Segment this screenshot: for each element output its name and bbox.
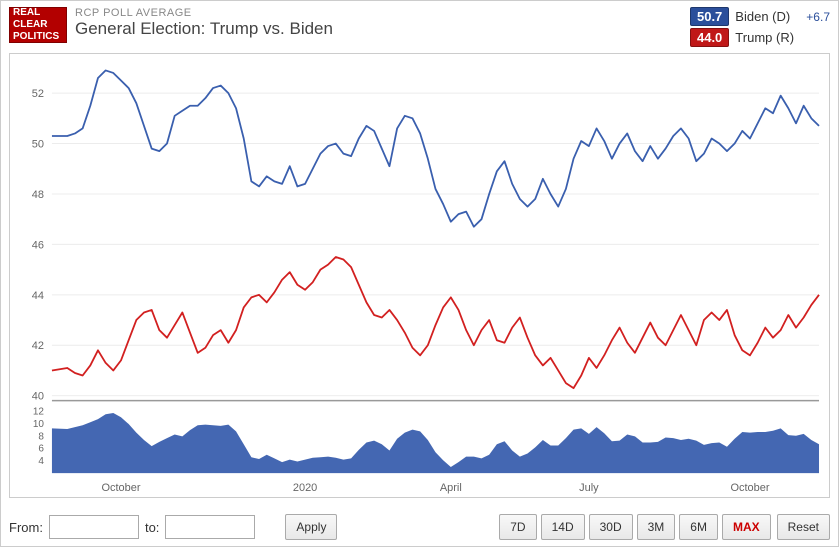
legend-name: Biden (D)	[735, 9, 800, 24]
from-input[interactable]	[49, 515, 139, 539]
svg-text:6: 6	[38, 444, 44, 455]
controls-bar: From: to: Apply 7D14D30D3M6MMAX Reset	[9, 514, 830, 540]
reset-button[interactable]: Reset	[777, 514, 830, 540]
svg-text:10: 10	[33, 419, 45, 430]
rcp-logo[interactable]: REAL CLEAR POLITICS	[9, 7, 67, 43]
range-button-30d[interactable]: 30D	[589, 514, 633, 540]
logo-line: REAL	[13, 7, 63, 19]
range-button-max[interactable]: MAX	[722, 514, 771, 540]
svg-text:52: 52	[32, 88, 44, 100]
svg-text:October: October	[101, 482, 140, 494]
legend: 50.7 Biden (D) +6.7 44.0 Trump (R)	[690, 7, 830, 47]
legend-row[interactable]: 50.7 Biden (D) +6.7	[690, 7, 830, 26]
apply-button[interactable]: Apply	[285, 514, 337, 540]
svg-text:4: 4	[38, 456, 44, 467]
range-button-14d[interactable]: 14D	[541, 514, 585, 540]
range-button-7d[interactable]: 7D	[499, 514, 536, 540]
range-button-3m[interactable]: 3M	[637, 514, 676, 540]
legend-row[interactable]: 44.0 Trump (R)	[690, 28, 830, 47]
svg-text:40: 40	[32, 391, 44, 403]
legend-value: 44.0	[690, 28, 729, 47]
legend-value: 50.7	[690, 7, 729, 26]
logo-line: POLITICS	[13, 31, 63, 43]
header-subtitle: RCP POLL AVERAGE	[75, 7, 682, 19]
svg-text:8: 8	[38, 431, 44, 442]
chart-svg: 404244464850524681012October2020AprilJul…	[10, 54, 829, 497]
svg-text:48: 48	[32, 189, 44, 201]
legend-spread: +6.7	[806, 10, 830, 24]
legend-name: Trump (R)	[735, 30, 800, 45]
svg-text:42: 42	[32, 340, 44, 352]
logo-line: CLEAR	[13, 19, 63, 31]
poll-average-widget: REAL CLEAR POLITICS RCP POLL AVERAGE Gen…	[0, 0, 839, 547]
header-title: General Election: Trump vs. Biden	[75, 19, 682, 39]
svg-text:50: 50	[32, 139, 44, 151]
header: REAL CLEAR POLITICS RCP POLL AVERAGE Gen…	[1, 1, 838, 51]
header-text: RCP POLL AVERAGE General Election: Trump…	[75, 7, 682, 39]
svg-text:April: April	[440, 482, 462, 494]
from-label: From:	[9, 520, 43, 535]
svg-text:October: October	[730, 482, 769, 494]
svg-text:July: July	[579, 482, 599, 494]
svg-text:2020: 2020	[293, 482, 317, 494]
svg-text:46: 46	[32, 239, 44, 251]
svg-text:12: 12	[33, 407, 45, 418]
range-button-6m[interactable]: 6M	[679, 514, 718, 540]
chart: 404244464850524681012October2020AprilJul…	[9, 53, 830, 498]
svg-text:44: 44	[32, 290, 44, 302]
to-input[interactable]	[165, 515, 255, 539]
range-buttons: 7D14D30D3M6MMAX	[499, 514, 770, 540]
to-label: to:	[145, 520, 159, 535]
